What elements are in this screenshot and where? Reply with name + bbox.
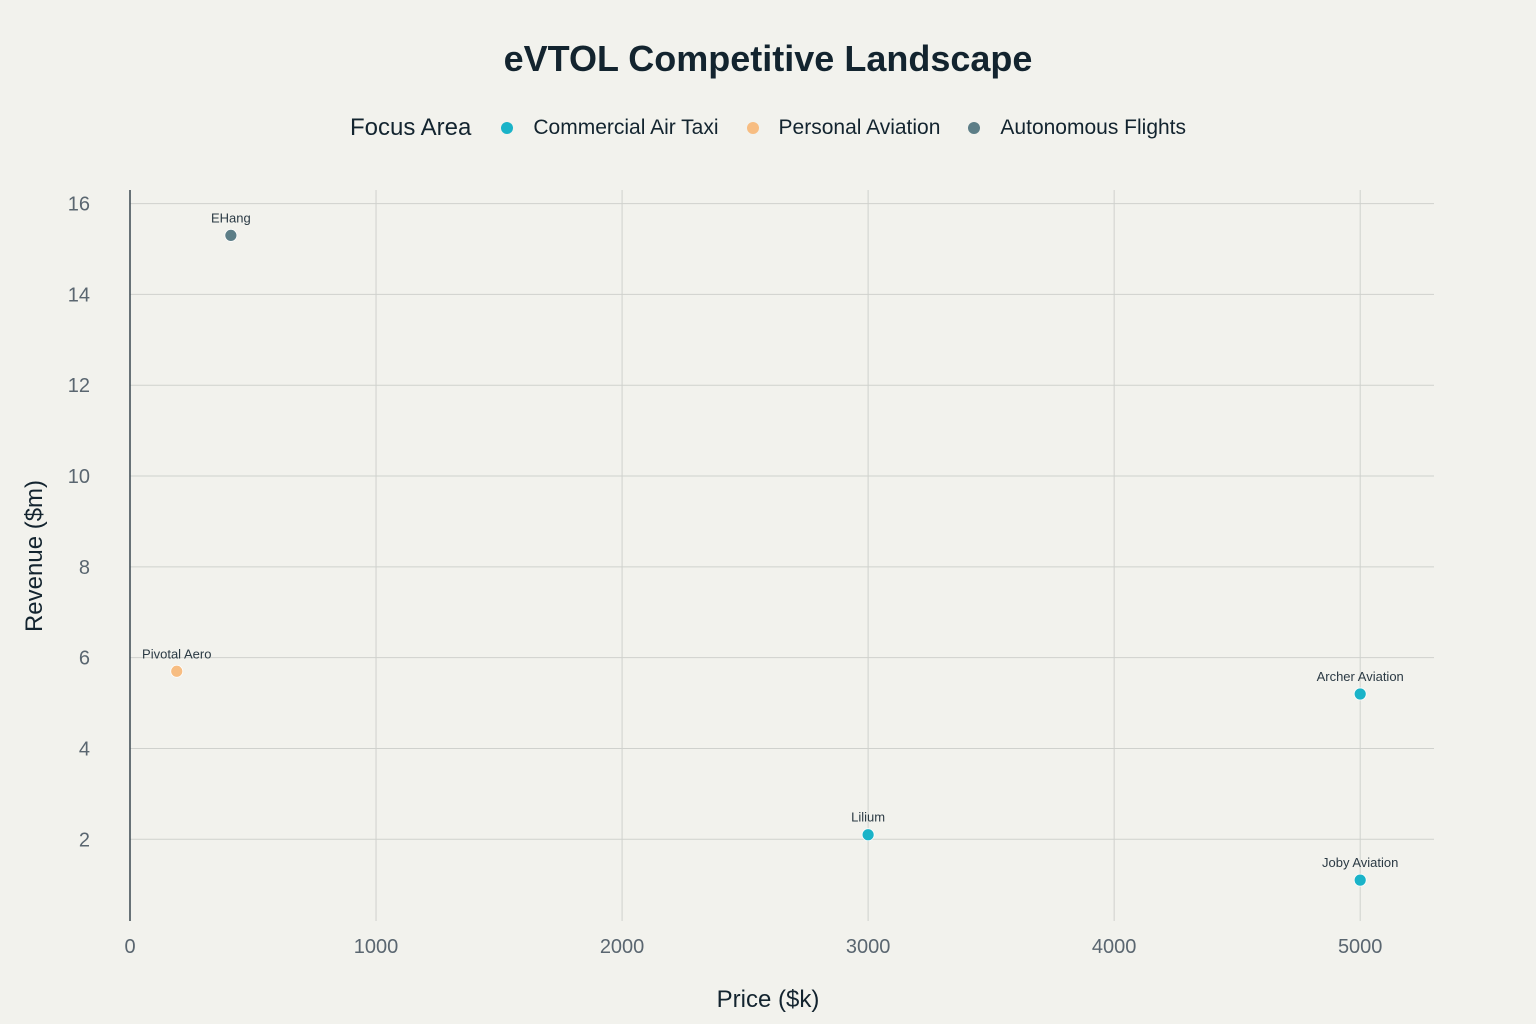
data-point[interactable] xyxy=(1353,687,1367,701)
legend-item-autonomous-flights[interactable]: Autonomous Flights xyxy=(968,116,1186,140)
y-tick-label: 8 xyxy=(79,557,90,579)
x-tick-label: 0 xyxy=(124,936,135,958)
legend-marker-icon xyxy=(501,122,514,134)
y-tick-label: 2 xyxy=(79,829,90,851)
data-point[interactable] xyxy=(224,229,238,242)
data-point-label: EHang xyxy=(211,210,251,225)
tick-labels: 0 1000 2000 3000 4000 5000 2 4 6 8 10 12 14 16 xyxy=(68,194,1383,958)
x-tick-label: 3000 xyxy=(846,936,891,958)
x-tick-label: 4000 xyxy=(1092,936,1137,958)
data-points: Lilium Archer Aviation Joby Aviation Pivota… xyxy=(142,210,1404,887)
y-tick-label: 4 xyxy=(79,738,90,760)
data-point-label: Pivotal Aero xyxy=(142,646,211,661)
legend-marker-icon xyxy=(968,122,981,134)
y-tick-label: 12 xyxy=(68,375,90,397)
x-tick-label: 1000 xyxy=(354,936,399,958)
data-point[interactable] xyxy=(861,828,875,842)
x-tick-label: 2000 xyxy=(600,936,645,958)
data-point-label: Lilium xyxy=(851,810,885,825)
gridlines xyxy=(130,190,1434,921)
x-axis-title: Price ($k) xyxy=(717,986,820,1013)
legend-marker-icon xyxy=(746,122,759,134)
data-point[interactable] xyxy=(1353,873,1367,887)
y-axis-title: Revenue ($m) xyxy=(21,480,48,632)
chart-title: eVTOL Competitive Landscape xyxy=(503,38,1033,79)
data-point[interactable] xyxy=(170,664,184,678)
x-tick-label: 5000 xyxy=(1338,936,1383,958)
y-tick-label: 10 xyxy=(68,466,90,488)
legend-title: Focus Area xyxy=(349,114,472,141)
legend-item-commercial-air-taxi[interactable]: Commercial Air Taxi xyxy=(501,116,719,140)
y-tick-label: 14 xyxy=(68,284,90,306)
data-point-label: Archer Aviation xyxy=(1317,669,1404,684)
legend-item-personal-aviation[interactable]: Personal Aviation xyxy=(746,116,941,140)
legend: Focus Area Commercial Air Taxi Personal … xyxy=(0,114,1536,142)
legend-label: Autonomous Flights xyxy=(1000,116,1187,139)
y-tick-label: 6 xyxy=(79,648,90,670)
data-point-label: Joby Aviation xyxy=(1322,855,1398,870)
y-tick-label: 16 xyxy=(68,194,90,216)
legend-label: Commercial Air Taxi xyxy=(533,116,719,139)
legend-label: Personal Aviation xyxy=(778,116,941,139)
